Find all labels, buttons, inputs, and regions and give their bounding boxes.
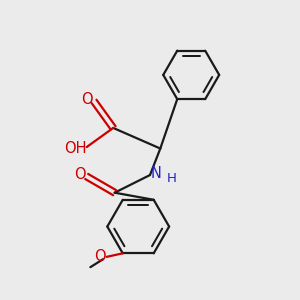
Text: O: O: [81, 92, 92, 107]
Text: H: H: [167, 172, 177, 185]
Text: O: O: [94, 249, 106, 264]
Text: O: O: [74, 167, 86, 182]
Text: OH: OH: [64, 141, 87, 156]
Text: N: N: [151, 166, 162, 181]
